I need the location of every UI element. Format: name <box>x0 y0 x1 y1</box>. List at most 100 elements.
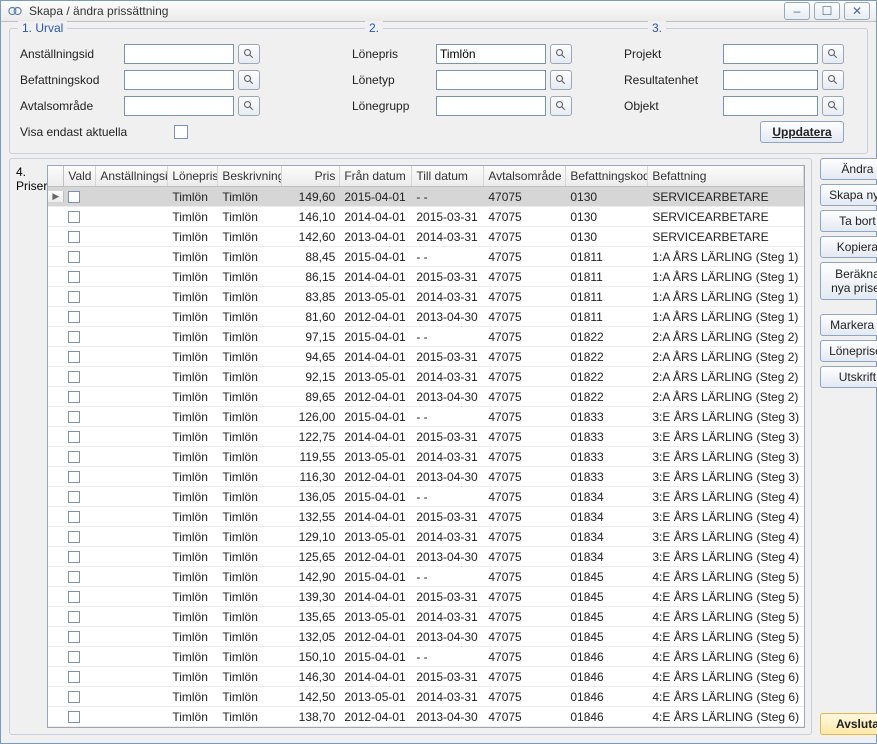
cell-vald[interactable] <box>64 471 96 483</box>
col-beskrivning[interactable]: Beskrivning <box>218 166 282 186</box>
befattningskod-lookup[interactable] <box>238 70 260 90</box>
cell-vald[interactable] <box>64 631 96 643</box>
row-checkbox[interactable] <box>68 351 80 363</box>
anstallningsid-input[interactable] <box>124 44 234 64</box>
cell-vald[interactable] <box>64 591 96 603</box>
minimize-button[interactable]: – <box>784 2 810 20</box>
ta-bort-button[interactable]: Ta bort <box>820 210 877 232</box>
table-row[interactable]: TimlönTimlön119,552013-05-012014-03-3147… <box>48 447 804 467</box>
row-checkbox[interactable] <box>68 431 80 443</box>
avsluta-button[interactable]: Avsluta <box>820 713 877 735</box>
col-lonepris[interactable]: Lönepris <box>168 166 218 186</box>
maximize-button[interactable]: ☐ <box>814 2 840 20</box>
table-row[interactable]: TimlönTimlön83,852013-05-012014-03-31470… <box>48 287 804 307</box>
lonepriser-button[interactable]: Lönepriser <box>820 340 877 362</box>
cell-vald[interactable] <box>64 451 96 463</box>
row-checkbox[interactable] <box>68 671 80 683</box>
cell-vald[interactable] <box>64 491 96 503</box>
row-checkbox[interactable] <box>68 271 80 283</box>
cell-vald[interactable] <box>64 331 96 343</box>
cell-vald[interactable] <box>64 611 96 623</box>
utskrift-button[interactable]: Utskrift <box>820 366 877 388</box>
table-row[interactable]: TimlönTimlön126,002015-04-01- -470750183… <box>48 407 804 427</box>
lonepris-lookup[interactable] <box>550 44 572 64</box>
row-checkbox[interactable] <box>68 291 80 303</box>
table-row[interactable]: TimlönTimlön81,602012-04-012013-04-30470… <box>48 307 804 327</box>
avtalsomrade-input[interactable] <box>124 96 234 116</box>
avtalsomrade-lookup[interactable] <box>238 96 260 116</box>
close-button[interactable]: ✕ <box>844 2 870 20</box>
row-checkbox[interactable] <box>68 471 80 483</box>
table-row[interactable]: TimlönTimlön150,102015-04-01- -470750184… <box>48 647 804 667</box>
objekt-lookup[interactable] <box>822 96 844 116</box>
col-fran[interactable]: Från datum <box>340 166 412 186</box>
cell-vald[interactable] <box>64 391 96 403</box>
cell-vald[interactable] <box>64 271 96 283</box>
table-row[interactable]: TimlönTimlön142,602013-04-012014-03-3147… <box>48 227 804 247</box>
cell-vald[interactable] <box>64 651 96 663</box>
row-checkbox[interactable] <box>68 691 80 703</box>
lonetyp-lookup[interactable] <box>550 70 572 90</box>
col-avtalsomrade[interactable]: Avtalsområde <box>484 166 566 186</box>
grid-body[interactable]: ▶TimlönTimlön149,602015-04-01- -47075013… <box>48 187 804 727</box>
cell-vald[interactable] <box>64 231 96 243</box>
cell-vald[interactable] <box>64 251 96 263</box>
titlebar[interactable]: Skapa / ändra prissättning – ☐ ✕ <box>1 1 876 22</box>
table-row[interactable]: TimlönTimlön132,052012-04-012013-04-3047… <box>48 627 804 647</box>
table-row[interactable]: TimlönTimlön135,652013-05-012014-03-3147… <box>48 607 804 627</box>
row-checkbox[interactable] <box>68 711 80 723</box>
row-checkbox[interactable] <box>68 491 80 503</box>
table-row[interactable]: ▶TimlönTimlön149,602015-04-01- -47075013… <box>48 187 804 207</box>
cell-vald[interactable] <box>64 551 96 563</box>
cell-vald[interactable] <box>64 311 96 323</box>
table-row[interactable]: TimlönTimlön146,302014-04-012015-03-3147… <box>48 667 804 687</box>
table-row[interactable]: TimlönTimlön125,652012-04-012013-04-3047… <box>48 547 804 567</box>
col-befattningskod[interactable]: Befattningskod <box>566 166 648 186</box>
row-checkbox[interactable] <box>68 511 80 523</box>
col-anstallningsid[interactable]: Anställningsid <box>96 166 168 186</box>
col-pris[interactable]: Pris <box>282 166 340 186</box>
row-checkbox[interactable] <box>68 371 80 383</box>
table-row[interactable]: TimlönTimlön132,552014-04-012015-03-3147… <box>48 507 804 527</box>
lonegrupp-input[interactable] <box>436 96 546 116</box>
table-row[interactable]: TimlönTimlön142,902015-04-01- -470750184… <box>48 567 804 587</box>
row-checkbox[interactable] <box>68 251 80 263</box>
resultatenhet-input[interactable] <box>723 70 818 90</box>
col-vald[interactable]: Vald <box>64 166 96 186</box>
cell-vald[interactable] <box>64 711 96 723</box>
row-checkbox[interactable] <box>68 311 80 323</box>
cell-vald[interactable] <box>64 371 96 383</box>
table-row[interactable]: TimlönTimlön88,452015-04-01- -4707501811… <box>48 247 804 267</box>
row-checkbox[interactable] <box>68 191 80 203</box>
befattningskod-input[interactable] <box>124 70 234 90</box>
cell-vald[interactable] <box>64 571 96 583</box>
cell-vald[interactable] <box>64 351 96 363</box>
cell-vald[interactable] <box>64 511 96 523</box>
table-row[interactable]: TimlönTimlön97,152015-04-01- -4707501822… <box>48 327 804 347</box>
table-row[interactable]: TimlönTimlön94,652014-04-012015-03-31470… <box>48 347 804 367</box>
table-row[interactable]: TimlönTimlön146,102014-04-012015-03-3147… <box>48 207 804 227</box>
table-row[interactable]: TimlönTimlön129,102013-05-012014-03-3147… <box>48 527 804 547</box>
row-checkbox[interactable] <box>68 411 80 423</box>
cell-vald[interactable] <box>64 431 96 443</box>
resultatenhet-lookup[interactable] <box>822 70 844 90</box>
table-row[interactable]: TimlönTimlön92,152013-05-012014-03-31470… <box>48 367 804 387</box>
table-row[interactable]: TimlönTimlön116,302012-04-012013-04-3047… <box>48 467 804 487</box>
cell-vald[interactable] <box>64 211 96 223</box>
skapa-nytt-button[interactable]: Skapa nytt <box>820 184 877 206</box>
kopiera-button[interactable]: Kopiera <box>820 236 877 258</box>
row-checkbox[interactable] <box>68 551 80 563</box>
cell-vald[interactable] <box>64 291 96 303</box>
lonepris-input[interactable] <box>436 44 546 64</box>
row-checkbox[interactable] <box>68 211 80 223</box>
cell-vald[interactable] <box>64 191 96 203</box>
berakna-button[interactable]: Beräkna nya priser <box>820 262 877 300</box>
cell-vald[interactable] <box>64 411 96 423</box>
projekt-lookup[interactable] <box>822 44 844 64</box>
table-row[interactable]: TimlönTimlön89,652012-04-012013-04-30470… <box>48 387 804 407</box>
table-row[interactable]: TimlönTimlön142,502013-05-012014-03-3147… <box>48 687 804 707</box>
table-row[interactable]: TimlönTimlön138,702012-04-012013-04-3047… <box>48 707 804 727</box>
cell-vald[interactable] <box>64 531 96 543</box>
row-checkbox[interactable] <box>68 451 80 463</box>
table-row[interactable]: TimlönTimlön86,152014-04-012015-03-31470… <box>48 267 804 287</box>
